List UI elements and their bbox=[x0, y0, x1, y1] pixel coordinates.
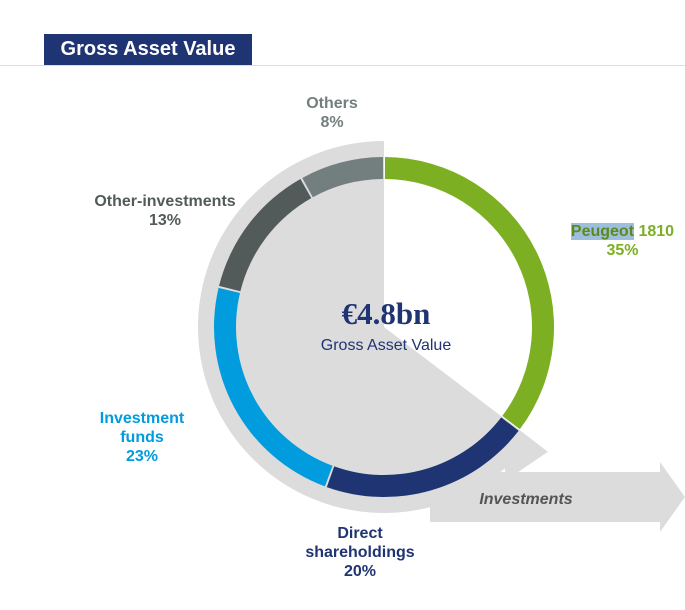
label-name: Direct bbox=[337, 525, 383, 542]
label-name2: funds bbox=[120, 429, 164, 446]
label-name: Other-investments bbox=[94, 193, 236, 210]
label-pct: 35% bbox=[606, 242, 639, 259]
donut-segment-peugeot-1810 bbox=[384, 157, 554, 430]
donut-segment-other-investments bbox=[219, 178, 312, 292]
label-name: Investment bbox=[99, 410, 185, 427]
donut-segment-investment-funds bbox=[214, 287, 333, 487]
section-title: Gross Asset Value bbox=[44, 34, 252, 65]
label-investment-funds: Investment funds 23% bbox=[82, 409, 202, 466]
label-pct: 20% bbox=[343, 563, 377, 580]
label-name2: 1810 bbox=[634, 223, 675, 240]
donut-segment-others bbox=[302, 157, 384, 198]
center-value: €4.8bn bbox=[342, 296, 431, 331]
label-direct: Direct shareholdings 20% bbox=[280, 524, 440, 581]
label-other-investments: Other-investments 13% bbox=[80, 192, 250, 230]
label-pct: 23% bbox=[125, 448, 159, 465]
label-others: Others 8% bbox=[282, 94, 382, 132]
label-pct: 13% bbox=[148, 212, 182, 229]
center-label: Gross Asset Value bbox=[321, 337, 452, 354]
arrow-label: Investments bbox=[479, 491, 572, 508]
label-pct: 8% bbox=[320, 114, 344, 131]
label-name: Others bbox=[306, 95, 358, 112]
donut-segment-direct-shareholdings bbox=[326, 417, 519, 497]
investments-highlight-wedge bbox=[198, 141, 533, 514]
title-divider bbox=[0, 65, 685, 66]
label-name2: shareholdings bbox=[305, 544, 415, 561]
label-name: Peugeot bbox=[570, 223, 635, 240]
investments-arrow bbox=[430, 462, 685, 532]
label-peugeot: Peugeot 1810 35% bbox=[560, 222, 685, 260]
